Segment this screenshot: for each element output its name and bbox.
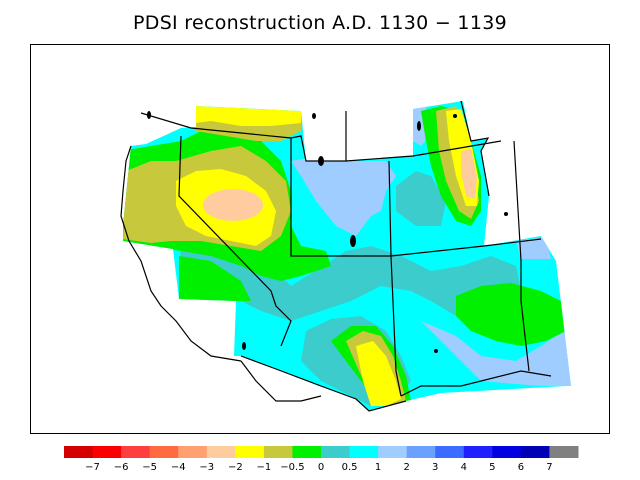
state-boundaries — [120, 100, 552, 412]
legend-swatch — [435, 446, 465, 458]
legend-tick-label: 6 — [518, 462, 524, 473]
lake-marker — [417, 121, 421, 131]
legend-tick-label: 1 — [375, 462, 381, 473]
legend-swatch — [121, 446, 151, 458]
legend-swatch — [378, 446, 408, 458]
legend-tick-label: −0.5 — [280, 462, 304, 473]
lake-marker — [350, 235, 356, 247]
legend-tick-label: 7 — [546, 462, 552, 473]
map-frame — [30, 44, 610, 434]
pdsi-map — [120, 100, 571, 412]
legend-tick-label: −5 — [142, 462, 157, 473]
legend-tick-label: −1 — [257, 462, 272, 473]
southern-newmexico-border — [400, 370, 552, 397]
legend-tick-label: 2 — [403, 462, 409, 473]
arizona-newmexico-border — [390, 255, 402, 397]
legend-tick-label: 0 — [318, 462, 324, 473]
legend-tick-label: 0.5 — [342, 462, 358, 473]
lake-marker — [147, 111, 151, 119]
legend-swatch — [206, 446, 236, 458]
legend-swatch — [549, 446, 579, 458]
legend-tick-label: −6 — [114, 462, 129, 473]
utah-colorado-border — [388, 160, 392, 257]
coast-segment — [300, 395, 322, 402]
wyoming-north-border — [345, 140, 502, 162]
colorado-kansas-border — [513, 140, 530, 372]
legend-swatch — [406, 446, 436, 458]
legend-tick-label: 5 — [489, 462, 495, 473]
legend-swatch — [349, 446, 379, 458]
california-nevada-border — [178, 135, 292, 347]
pdsi-area-green-east — [456, 283, 566, 346]
pdsi-area-yellow-south — [356, 341, 401, 406]
legend-swatch — [321, 446, 351, 458]
pdsi-area-lightblue-east — [421, 321, 571, 386]
legend-swatch — [64, 446, 94, 458]
legend-swatch — [492, 446, 522, 458]
legend-tick-label: 3 — [432, 462, 438, 473]
pacific-coastline — [120, 145, 242, 362]
legend-tick-label: −7 — [85, 462, 100, 473]
pdsi-area-lightblue-center — [291, 156, 396, 236]
pdsi-area-green-south-west — [179, 256, 251, 301]
legend-swatch — [463, 446, 493, 458]
pdsi-area-peach-central — [203, 189, 263, 221]
northeast-border-line — [460, 100, 490, 197]
legend-swatch — [178, 446, 208, 458]
legend-swatch — [263, 446, 293, 458]
mexico-border — [240, 355, 407, 412]
legend-swatch — [520, 446, 550, 458]
map-title: PDSI reconstruction A.D. 1130 − 1139 — [133, 12, 507, 34]
lakes — [147, 111, 508, 353]
legend-swatch — [235, 446, 265, 458]
legend-tick-label: −4 — [171, 462, 186, 473]
gulf-coastline — [240, 360, 301, 402]
legend-tick-label: 4 — [461, 462, 467, 473]
legend-swatch — [149, 446, 179, 458]
pdsi-area-yellow-north — [196, 106, 301, 126]
legend-tick-label: −3 — [199, 462, 214, 473]
lake-marker — [434, 349, 438, 353]
lake-marker — [312, 113, 316, 119]
legend-tick-label: −2 — [228, 462, 243, 473]
central-latitude-border — [290, 138, 542, 257]
legend-swatch — [292, 446, 322, 458]
pdsi-area-peach-northeast — [461, 149, 477, 199]
pdsi-area-teal-north — [396, 171, 446, 226]
lake-marker — [453, 114, 457, 118]
great-salt-lake — [318, 156, 324, 166]
lake-marker — [504, 212, 508, 216]
pdsi-area-teal-band — [179, 241, 521, 321]
pdsi-area-lightblue-corner — [516, 237, 551, 259]
lake-marker — [242, 342, 246, 350]
legend-swatch — [92, 446, 122, 458]
